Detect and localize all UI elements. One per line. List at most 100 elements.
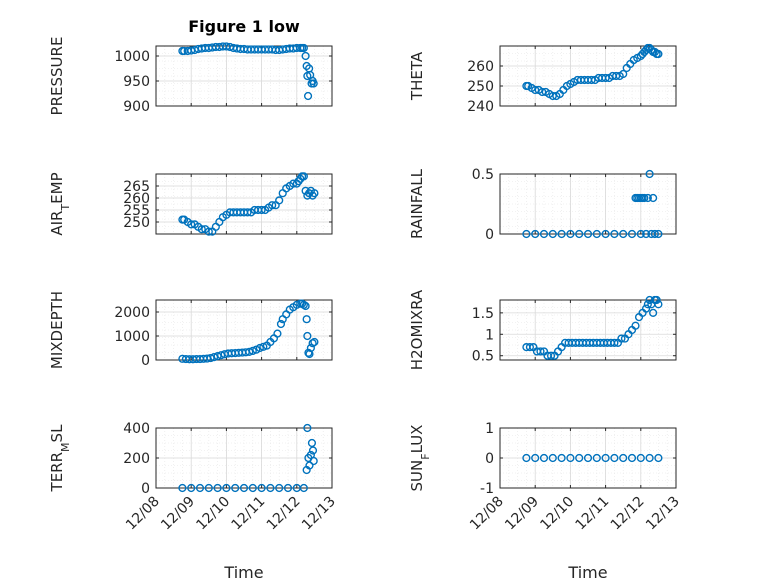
data-point (566, 229, 575, 239)
data-point (538, 87, 547, 97)
subplot-theta: 240 250 260 THETA (408, 43, 677, 115)
x-tick-label: 12/10 (193, 494, 233, 534)
data-point (583, 229, 593, 239)
data-point (283, 483, 293, 493)
data-point (548, 453, 557, 463)
data-point (636, 229, 645, 239)
data-point (306, 343, 315, 353)
data-point (206, 353, 215, 363)
y-tick-label: 250 (467, 79, 494, 95)
data-point (307, 438, 317, 448)
data-point (522, 229, 531, 239)
y-tick-label: 1000 (114, 329, 150, 345)
x-tick-label: 12/09 (502, 494, 542, 534)
data-point (243, 208, 252, 217)
x-tick-label: 12/11 (229, 494, 269, 534)
data-point (231, 483, 240, 493)
y-axis-label: AIRTEMP (48, 172, 72, 235)
y-axis-label: H2OMIXRA (408, 289, 426, 370)
data-point (305, 461, 314, 470)
data-point (548, 91, 557, 101)
data-point (592, 229, 601, 239)
data-point (248, 346, 257, 355)
x-tick-label: 12/12 (264, 494, 304, 534)
data-point (245, 347, 254, 356)
data-point (308, 446, 318, 455)
data-point (299, 172, 308, 181)
axes-box (155, 299, 333, 361)
x-tick-label: 12/08 (467, 494, 507, 534)
data-point (652, 295, 661, 305)
x-axis-label: Time (567, 563, 607, 582)
data-point (275, 483, 284, 493)
data-point (557, 453, 566, 463)
data-point (654, 49, 663, 59)
data-point (601, 453, 610, 463)
y-axis-label: RAINFALL (408, 168, 426, 239)
data-point (612, 71, 621, 81)
data-point (211, 222, 220, 231)
y-axis-label: PRESSURE (48, 37, 66, 116)
data-point (310, 189, 319, 198)
data-point (536, 347, 545, 356)
data-point (531, 85, 540, 95)
data-point (645, 169, 654, 179)
data-point (239, 483, 249, 493)
subplot-pressure: 900 950 1000 PRESSURE Figure 1 low (48, 17, 333, 116)
data-point (308, 339, 317, 348)
data-point (310, 337, 319, 347)
y-tick-label: 1.5 (472, 306, 494, 322)
data-point (643, 300, 652, 309)
data-point (619, 69, 628, 79)
data-point (640, 193, 649, 203)
axes-box (155, 173, 333, 235)
data-point (178, 483, 187, 493)
data-point (531, 453, 540, 463)
data-point (303, 91, 313, 101)
y-tick-label: 0 (141, 481, 150, 497)
data-point (213, 352, 222, 361)
y-tick-label: 265 (123, 179, 150, 195)
data-point (587, 75, 596, 85)
y-tick-label: 260 (123, 191, 150, 207)
subplot-mixdepth: 0 1000 2000 MIXDEPTH (48, 291, 333, 369)
y-axis-label: MIXDEPTH (48, 291, 66, 369)
data-point (204, 483, 213, 493)
data-point (273, 329, 282, 338)
axes-box (499, 45, 677, 107)
data-point (301, 51, 310, 61)
data-point (636, 453, 645, 463)
data-point (557, 229, 566, 239)
y-tick-label: 0.5 (472, 349, 494, 365)
data-point (302, 61, 311, 71)
y-tick-label: 0.5 (472, 167, 494, 183)
data-point (619, 453, 628, 463)
y-tick-label: 200 (123, 451, 150, 467)
axes-box (499, 173, 677, 235)
data-point (610, 229, 619, 239)
y-axis-label: SUNFLUX (408, 425, 432, 492)
data-point (583, 453, 593, 463)
y-tick-label: 0 (485, 451, 494, 467)
y-axis-label: TERRMSL (48, 424, 72, 493)
data-point (299, 483, 308, 493)
data-point (643, 193, 652, 203)
data-point (257, 205, 266, 215)
data-point (650, 229, 659, 239)
data-point (303, 331, 312, 341)
data-point (610, 453, 619, 463)
data-point (531, 229, 540, 239)
subplot-rainfall: 0 0.5 RAINFALL (408, 167, 677, 243)
data-point (546, 351, 556, 360)
data-point (255, 343, 264, 353)
data-point (548, 229, 557, 239)
data-point (299, 300, 308, 309)
data-point (222, 483, 231, 493)
x-tick-label: 12/10 (537, 494, 577, 534)
data-point (213, 483, 222, 493)
y-tick-label: 1 (485, 327, 494, 343)
data-point (627, 229, 637, 239)
y-tick-label: 0 (485, 227, 494, 243)
data-point (649, 308, 658, 317)
